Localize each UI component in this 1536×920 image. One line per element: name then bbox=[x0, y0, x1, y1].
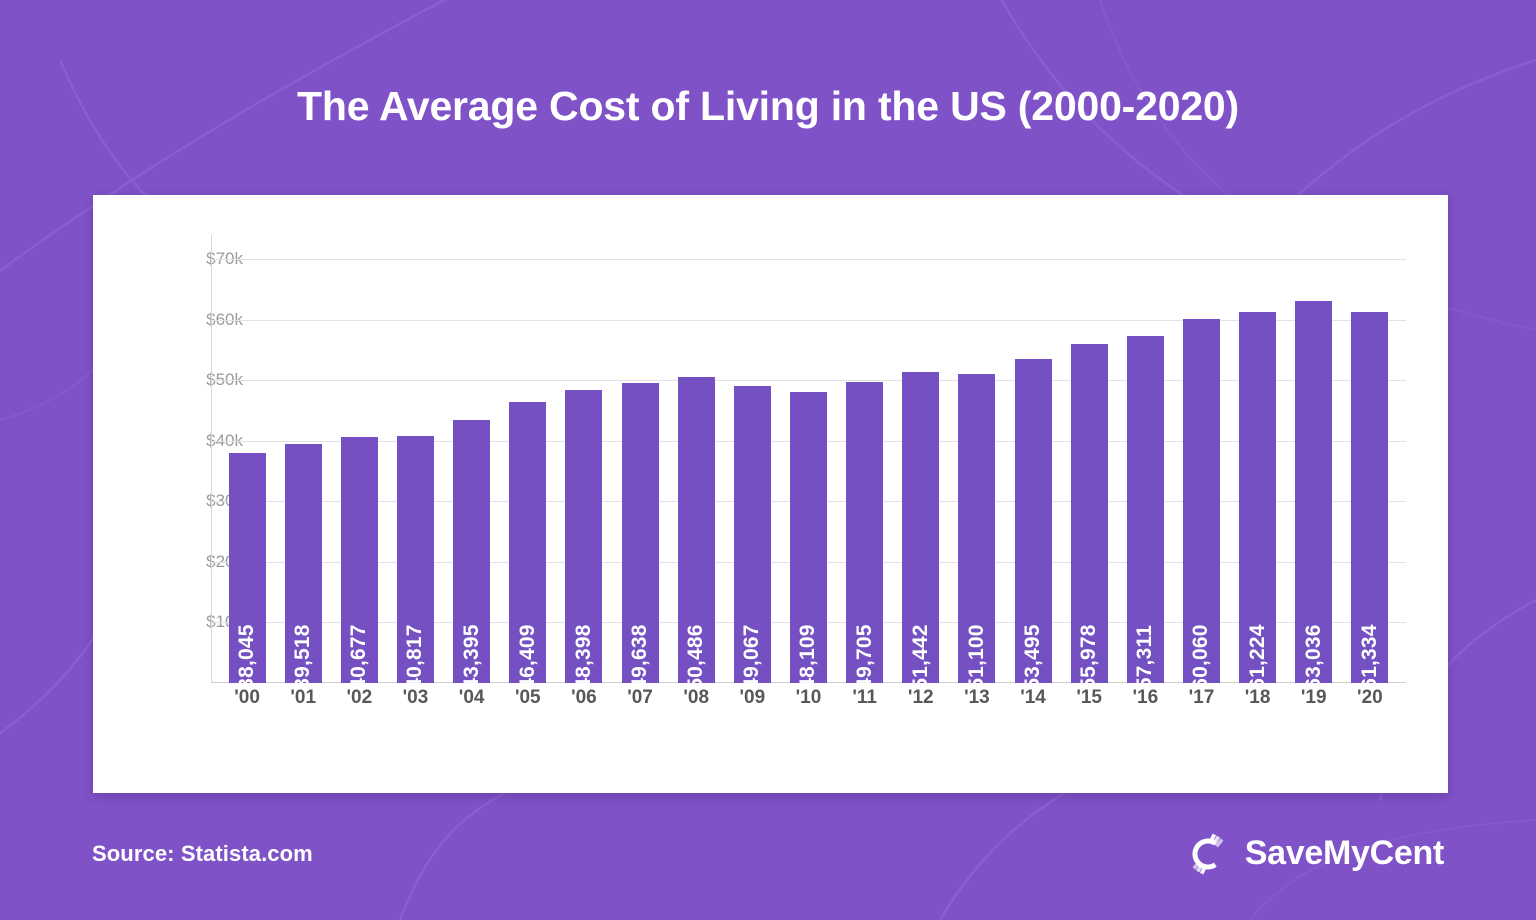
bar[interactable]: $50,486 bbox=[677, 377, 715, 702]
y-axis-line bbox=[211, 235, 212, 683]
x-axis-tick-label: '07 bbox=[627, 687, 653, 708]
bar[interactable]: $49,067 bbox=[733, 385, 771, 702]
bar-slot: $38,045 bbox=[219, 235, 275, 702]
x-axis-tick-label: '11 bbox=[852, 687, 877, 708]
bar[interactable]: $48,109 bbox=[789, 391, 827, 702]
x-axis-tick-label: '01 bbox=[290, 687, 317, 708]
bar[interactable]: $40,677 bbox=[340, 436, 378, 702]
x-axis-tick-label: '03 bbox=[402, 687, 429, 708]
bar-slot: $50,486 bbox=[668, 235, 724, 702]
bar-slot: $51,442 bbox=[893, 235, 949, 702]
chart-panel: $10k $20k $30k $40k $50k $60k $70k $38,045 $39,… bbox=[93, 195, 1448, 793]
bar[interactable]: $53,495 bbox=[1014, 359, 1052, 702]
x-axis-tick-label: '16 bbox=[1132, 687, 1159, 708]
bar-slot: $39,518 bbox=[275, 235, 331, 702]
bar-slot: $49,638 bbox=[612, 235, 668, 702]
x-axis-tick-label: '10 bbox=[795, 687, 822, 708]
bar[interactable]: $49,638 bbox=[621, 382, 659, 702]
bar-slot: $43,395 bbox=[444, 235, 500, 702]
bar-slot: $63,036 bbox=[1286, 235, 1342, 702]
savemycent-circular-cent-logo-icon bbox=[1192, 833, 1224, 874]
plot-area: $38,045 $39,518 $40,677 $40,817 $43,395 $46,4… bbox=[211, 235, 1406, 702]
y-axis-tick-label: $50k bbox=[206, 370, 243, 390]
x-axis-tick-label: '08 bbox=[683, 687, 710, 708]
x-axis-tick-label: '20 bbox=[1357, 687, 1383, 708]
x-axis-tick-label: '13 bbox=[964, 687, 990, 708]
brand-name: SaveMyCent bbox=[1244, 834, 1445, 872]
bar-slot: $57,311 bbox=[1117, 235, 1173, 701]
x-axis-tick-label: '04 bbox=[458, 687, 485, 708]
bar-slot: $48,109 bbox=[780, 235, 836, 702]
x-axis-tick-label: '05 bbox=[514, 687, 541, 708]
bar[interactable]: $51,442 bbox=[902, 371, 940, 702]
bar[interactable]: $46,409 bbox=[509, 402, 547, 702]
brand-logo: SaveMyCent bbox=[1185, 831, 1444, 877]
x-axis-tick-label: '18 bbox=[1244, 687, 1271, 708]
y-axis-tick-label: $60k bbox=[206, 309, 243, 329]
source-attribution: Source: Statista.com bbox=[92, 840, 313, 866]
gridline bbox=[211, 380, 1406, 382]
gridline bbox=[211, 319, 1406, 321]
x-axis-tick-label: '14 bbox=[1020, 687, 1046, 708]
y-axis-tick-label: $40k bbox=[206, 430, 243, 450]
plot-wrapper: $10k $20k $30k $40k $50k $60k $70k $38,045 $39,… bbox=[93, 195, 1448, 793]
bar[interactable]: $63,036 bbox=[1295, 301, 1333, 702]
title-bar: The Average Cost of Living in the US (20… bbox=[0, 0, 1536, 195]
page-title: The Average Cost of Living in the US (20… bbox=[297, 83, 1239, 129]
bar-slot: $49,067 bbox=[724, 235, 780, 702]
bar[interactable]: $38,045 bbox=[228, 452, 266, 702]
bar-slot: $40,677 bbox=[331, 235, 387, 702]
x-axis-tick-label: '06 bbox=[571, 687, 597, 708]
bar[interactable]: $60,060 bbox=[1182, 319, 1220, 702]
bar[interactable]: $51,100 bbox=[958, 373, 996, 702]
bar[interactable]: $61,334 bbox=[1351, 311, 1389, 702]
bar-slot: $49,705 bbox=[837, 235, 893, 702]
bar-slot: $46,409 bbox=[500, 235, 556, 702]
bar-slot: $51,100 bbox=[949, 235, 1005, 702]
bar-slot: $53,495 bbox=[1005, 235, 1061, 702]
bars-container: $38,045 $39,518 $40,677 $40,817 $43,395 $46,4… bbox=[211, 235, 1406, 702]
x-axis-tick-label: '12 bbox=[907, 687, 934, 708]
bar[interactable]: $61,224 bbox=[1239, 312, 1277, 702]
bar-slot: $40,817 bbox=[387, 235, 443, 702]
x-axis-tick-label: '09 bbox=[739, 687, 766, 708]
footer: Source: Statista.com SaveMyCent bbox=[0, 793, 1536, 920]
gridline bbox=[211, 259, 1406, 261]
bar[interactable]: $43,395 bbox=[453, 420, 491, 702]
x-axis-labels: '00 '01 '02 '03 '04 '05 '06 '07 '08 '09 '10 '11 '12 '… bbox=[211, 687, 1406, 715]
bar[interactable]: $55,978 bbox=[1070, 344, 1108, 702]
x-axis-tick-label: '15 bbox=[1076, 687, 1102, 708]
bar-slot: $55,978 bbox=[1061, 235, 1117, 702]
bar[interactable]: $40,817 bbox=[396, 435, 434, 702]
bar[interactable]: $49,705 bbox=[846, 382, 884, 702]
bar[interactable]: $39,518 bbox=[284, 443, 322, 702]
bar[interactable]: $48,398 bbox=[565, 390, 603, 702]
bar[interactable]: $57,311 bbox=[1126, 336, 1164, 701]
bar-slot: $60,060 bbox=[1173, 235, 1229, 702]
x-axis-tick-label: '00 bbox=[234, 687, 260, 708]
x-axis-tick-label: '02 bbox=[346, 687, 373, 708]
x-axis-tick-label: '17 bbox=[1188, 687, 1215, 708]
bar-slot: $48,398 bbox=[556, 235, 612, 702]
bar-slot: $61,224 bbox=[1230, 235, 1286, 702]
bar-slot: $61,334 bbox=[1342, 235, 1398, 702]
x-axis-tick-label: '19 bbox=[1300, 687, 1327, 708]
